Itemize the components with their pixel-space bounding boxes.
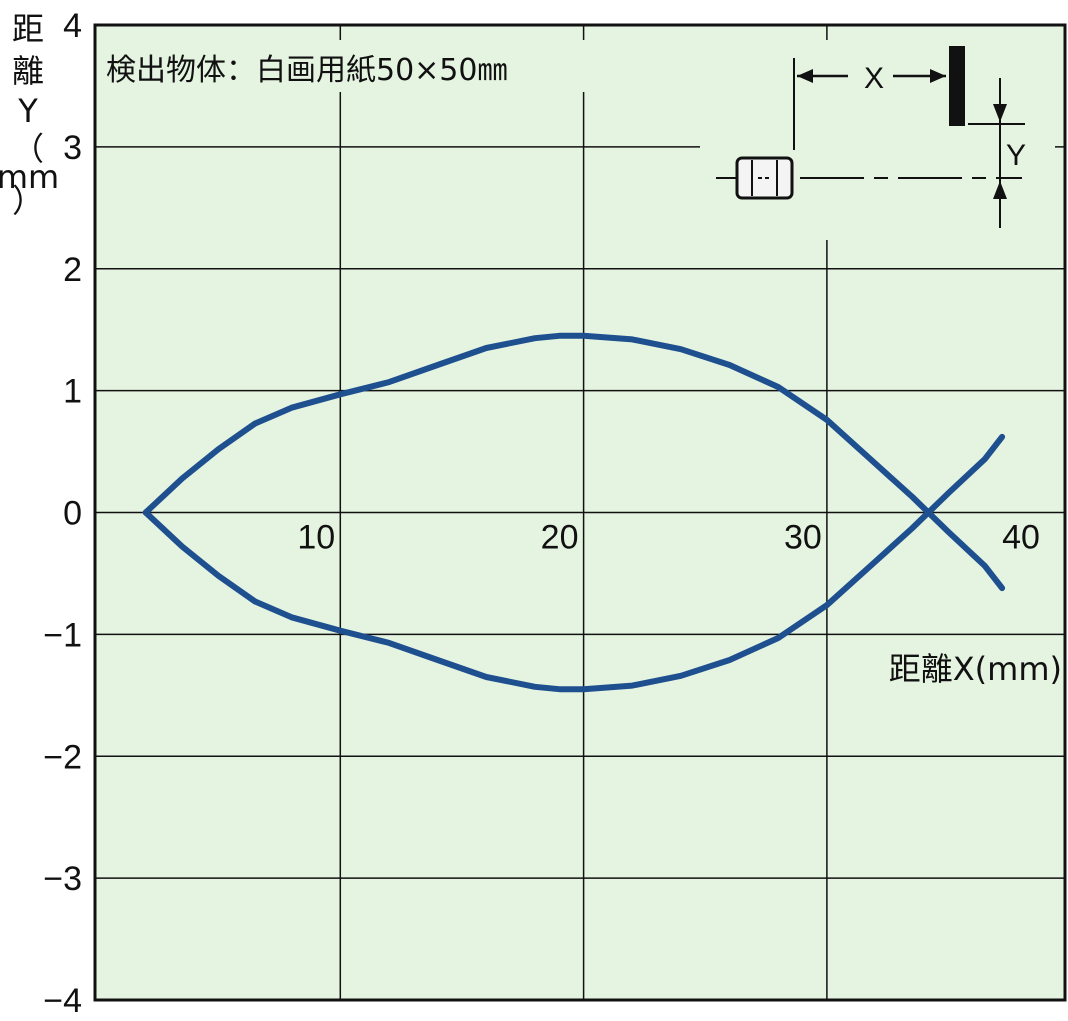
x-tick-label: 20 [541, 519, 579, 557]
y-axis-title: 距離Y（mm） [0, 10, 59, 220]
annotation-background [100, 40, 645, 92]
y-axis-title-char: Y [17, 92, 38, 130]
y-tick-label: −4 [43, 982, 82, 1020]
y-tick-label: 3 [63, 129, 82, 167]
y-tick-label: −2 [43, 738, 82, 776]
diagram-background [700, 40, 1055, 240]
y-tick-labels: 4 3 2 1 0 −1 −2 −3 −4 [43, 7, 82, 1020]
y-tick-label: 4 [63, 7, 82, 45]
y-tick-label: 2 [63, 251, 82, 289]
y-tick-label: −3 [43, 860, 82, 898]
y-tick-label: 0 [63, 495, 82, 533]
dimension-y-label: Y [1006, 139, 1026, 172]
x-axis-title: 距離X(mm) [889, 650, 1062, 688]
x-tick-label: 40 [1002, 519, 1040, 557]
x-tick-label: 10 [297, 519, 335, 557]
curves [142, 332, 1006, 693]
series-line-lower [142, 433, 1006, 693]
y-tick-label: −1 [43, 616, 82, 654]
y-axis-title-char: mm [0, 158, 59, 196]
y-axis-title-char: （ [12, 130, 44, 168]
dimension-x-label: X [864, 62, 884, 95]
y-axis-title-char: 距 [12, 10, 44, 48]
x-tick-label: 30 [784, 519, 822, 557]
sensor-icon [735, 156, 794, 200]
target-plate-icon [949, 46, 965, 126]
measurement-diagram: X Y [700, 40, 1055, 240]
y-tick-label: 1 [63, 373, 82, 411]
x-tick-labels: 10 20 30 40 [297, 519, 1040, 557]
detected-object-annotation: 検出物体：白画用紙50×50㎜ [106, 53, 507, 88]
y-axis-title-char: 離 [12, 52, 44, 90]
series-line-upper [142, 332, 1006, 592]
y-axis-title-char: ） [12, 182, 44, 220]
